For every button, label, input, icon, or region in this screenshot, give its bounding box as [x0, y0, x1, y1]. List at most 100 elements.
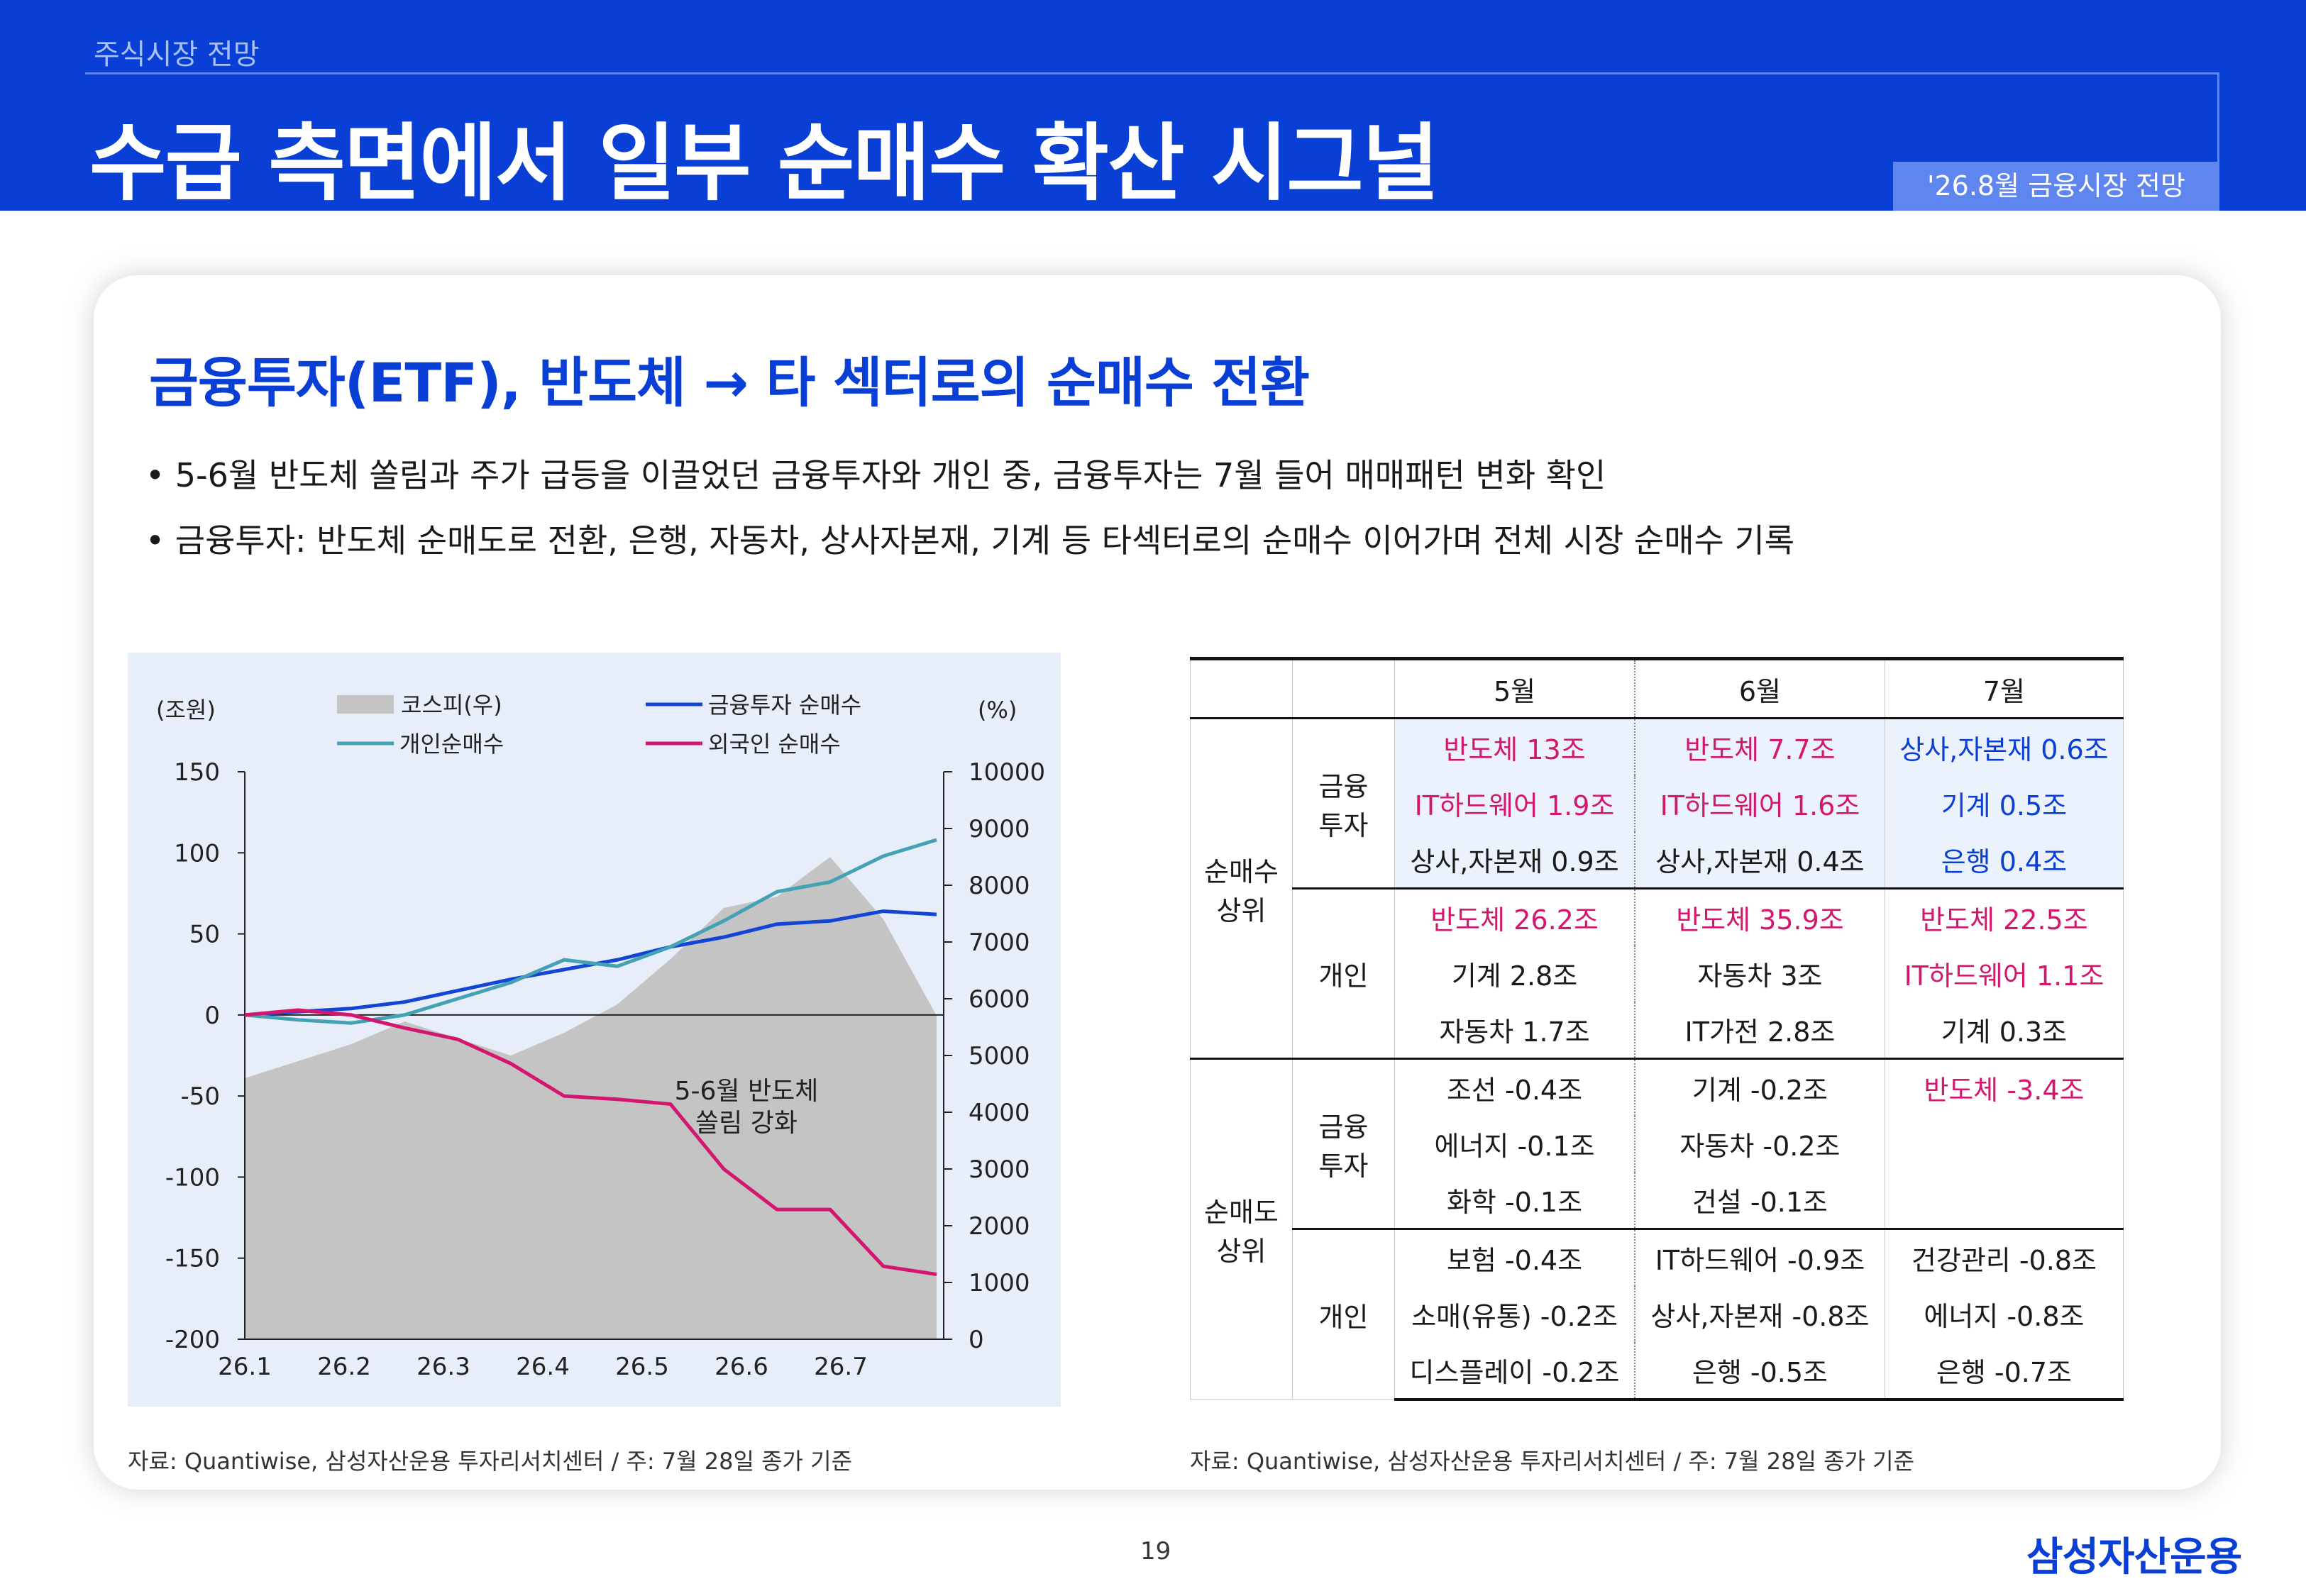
table-cell: IT하드웨어 1.9조	[1394, 775, 1635, 832]
left-tick-label: 100	[174, 839, 220, 868]
table-header-empty-1	[1190, 657, 1293, 719]
table-cell: 보험 -0.4조	[1394, 1228, 1635, 1286]
sector-flow-table: 5월 6월 7월 순매수 상위 금융 투자 반도체 13조 반도체 7.7조 상…	[1190, 657, 2124, 1401]
table-row: 상사,자본재 0.9조 상사,자본재 0.4조 은행 0.4조	[1191, 831, 2124, 889]
header-band: 주식시장 전망 수급 측면에서 일부 순매수 확산 시그널 '26.8월 금융시…	[0, 0, 2306, 212]
left-tick-label: -50	[180, 1082, 220, 1111]
table-row: 순매도 상위 금융 투자 조선 -0.4조 기계 -0.2조 반도체 -3.4조	[1190, 1058, 2124, 1400]
table-cell: 상사,자본재 0.6조	[1884, 718, 2124, 775]
table-cell: 기계 0.5조	[1884, 775, 2124, 832]
left-tick-label: 0	[204, 1002, 220, 1030]
table-cell: 기계 -0.2조	[1634, 1058, 1885, 1116]
net-buying-chart: 150 100 50 0 -50 -100 -150 -200 10000 9000 8000 700…	[128, 653, 1061, 1407]
table-cell	[1884, 1172, 2124, 1229]
right-tick-label: 2000	[969, 1212, 1030, 1241]
table-cell: IT하드웨어 1.1조	[1884, 945, 2124, 1002]
right-tick-label: 1000	[969, 1269, 1030, 1297]
table-cell: 조선 -0.4조	[1394, 1058, 1635, 1116]
left-tick-label: -100	[165, 1163, 220, 1192]
x-tick-label: 26.4	[516, 1353, 570, 1381]
page-number: 19	[1140, 1537, 1171, 1565]
annotation-line-2: 쏠림 강화	[695, 1109, 798, 1138]
table-cell: 은행 -0.7조	[1884, 1342, 2124, 1401]
x-tick-label: 26.6	[715, 1353, 768, 1381]
right-tick-label: 9000	[969, 815, 1030, 843]
legend-label-foreign: 외국인 순매수	[708, 731, 841, 758]
table-cell: 건설 -0.1조	[1634, 1172, 1885, 1229]
table-source-note: 자료: Quantiwise, 삼성자산운용 투자리서치센터 / 주: 7월 2…	[1190, 1448, 1915, 1475]
table-cell: 상사,자본재 0.4조	[1634, 831, 1885, 889]
table-row: 개인 보험 -0.4조 IT하드웨어 -0.9조 건강관리 -0.8조	[1191, 1228, 2124, 1400]
table-cell: IT가전 2.8조	[1634, 1002, 1885, 1059]
table-cell: 반도체 7.7조	[1634, 718, 1885, 775]
table-row: 개인 반도체 26.2조 반도체 35.9조 반도체 22.5조	[1191, 887, 2124, 1059]
right-tick-label: 3000	[969, 1156, 1030, 1184]
annotation-line-1: 5-6월 반도체	[675, 1077, 819, 1106]
sub-label-indiv-buy: 개인	[1292, 887, 1395, 1059]
right-unit-label: (%)	[978, 697, 1017, 724]
x-tick-label: 26.7	[814, 1353, 868, 1381]
table-cell: 반도체 35.9조	[1634, 887, 1885, 946]
right-tick-label: 10000	[969, 758, 1045, 787]
table-row: 디스플레이 -0.2조 은행 -0.5조 은행 -0.7조	[1191, 1342, 2124, 1401]
table-cell: 자동차 1.7조	[1394, 1002, 1635, 1059]
indiv-netbuy-line	[244, 838, 937, 1025]
chart-source-note: 자료: Quantiwise, 삼성자산운용 투자리서치센터 / 주: 7월 2…	[128, 1448, 853, 1475]
slide-subtitle: 금융투자(ETF), 반도체 → 타 섹터로의 순매수 전환	[149, 351, 1310, 414]
right-tick-label: 6000	[969, 985, 1030, 1014]
table-cell: 디스플레이 -0.2조	[1394, 1342, 1635, 1401]
left-tick-label: 50	[189, 921, 220, 949]
left-tick-label: -200	[165, 1326, 220, 1354]
table-cell: 은행 -0.5조	[1634, 1342, 1885, 1401]
table-header-row: 5월 6월 7월	[1190, 657, 2124, 719]
col-header-may: 5월	[1394, 657, 1635, 719]
table-cell: IT하드웨어 -0.9조	[1634, 1228, 1885, 1286]
table-cell: IT하드웨어 1.6조	[1634, 775, 1885, 832]
table-row: 순매수 상위 금융 투자 반도체 13조 반도체 7.7조 상사,자본재 0.6…	[1190, 718, 2124, 1059]
header-rule-vertical	[2217, 72, 2219, 211]
table-cell: 자동차 3조	[1634, 945, 1885, 1002]
sub-label-fin-sell: 금융 투자	[1292, 1058, 1395, 1229]
section-label: 주식시장 전망	[94, 38, 260, 71]
table-cell: 상사,자본재 -0.8조	[1634, 1285, 1885, 1343]
left-unit-label: (조원)	[156, 697, 216, 724]
legend-label-indiv: 개인순매수	[399, 731, 504, 758]
group-label-net-buy: 순매수 상위	[1190, 718, 1293, 1059]
right-tick-label: 0	[969, 1326, 984, 1354]
table-cell: 화학 -0.1조	[1394, 1172, 1635, 1229]
table-cell: 자동차 -0.2조	[1634, 1115, 1885, 1173]
table-cell: 기계 2.8조	[1394, 945, 1635, 1002]
table-cell: 반도체 -3.4조	[1884, 1058, 2124, 1116]
table-cell: 반도체 22.5조	[1884, 887, 2124, 946]
group-label-net-sell: 순매도 상위	[1190, 1058, 1293, 1400]
col-header-jun: 6월	[1634, 657, 1885, 719]
table-cell: 반도체 13조	[1394, 718, 1635, 775]
left-tick-label: 150	[174, 758, 220, 787]
legend-label-kospi: 코스피(우)	[401, 692, 502, 719]
x-tick-label: 26.3	[416, 1353, 470, 1381]
chart-svg: 150100500-50-100-150-2001000090008000700…	[156, 692, 1045, 1381]
col-header-jul: 7월	[1884, 657, 2124, 719]
sub-label-fin-buy: 금융 투자	[1292, 718, 1395, 889]
table-cell: 에너지 -0.8조	[1884, 1285, 2124, 1343]
x-tick-label: 26.5	[615, 1353, 669, 1381]
table-cell: 반도체 26.2조	[1394, 887, 1635, 946]
sub-label-indiv-sell: 개인	[1292, 1228, 1395, 1400]
table-cell: 은행 0.4조	[1884, 831, 2124, 889]
right-tick-label: 7000	[969, 929, 1030, 957]
left-tick-label: -150	[165, 1245, 220, 1273]
table-cell: 건강관리 -0.8조	[1884, 1228, 2124, 1286]
legend-label-fin: 금융투자 순매수	[708, 692, 861, 719]
table-row: 기계 2.8조 자동차 3조 IT하드웨어 1.1조	[1191, 945, 2124, 1002]
table-row: IT하드웨어 1.9조 IT하드웨어 1.6조 기계 0.5조	[1191, 775, 2124, 832]
company-logo: 삼성자산운용	[2026, 1534, 2242, 1580]
page-title: 수급 측면에서 일부 순매수 확산 시그널	[89, 114, 1439, 212]
legend-swatch-kospi	[337, 695, 394, 714]
x-tick-label: 26.1	[218, 1353, 272, 1381]
right-tick-label: 8000	[969, 872, 1030, 900]
table-cell: 상사,자본재 0.9조	[1394, 831, 1635, 889]
table-cell: 소매(유통) -0.2조	[1394, 1285, 1635, 1343]
table-header-empty-2	[1292, 657, 1395, 719]
header-rule	[85, 72, 2219, 74]
table-cell: 기계 0.3조	[1884, 1002, 2124, 1059]
